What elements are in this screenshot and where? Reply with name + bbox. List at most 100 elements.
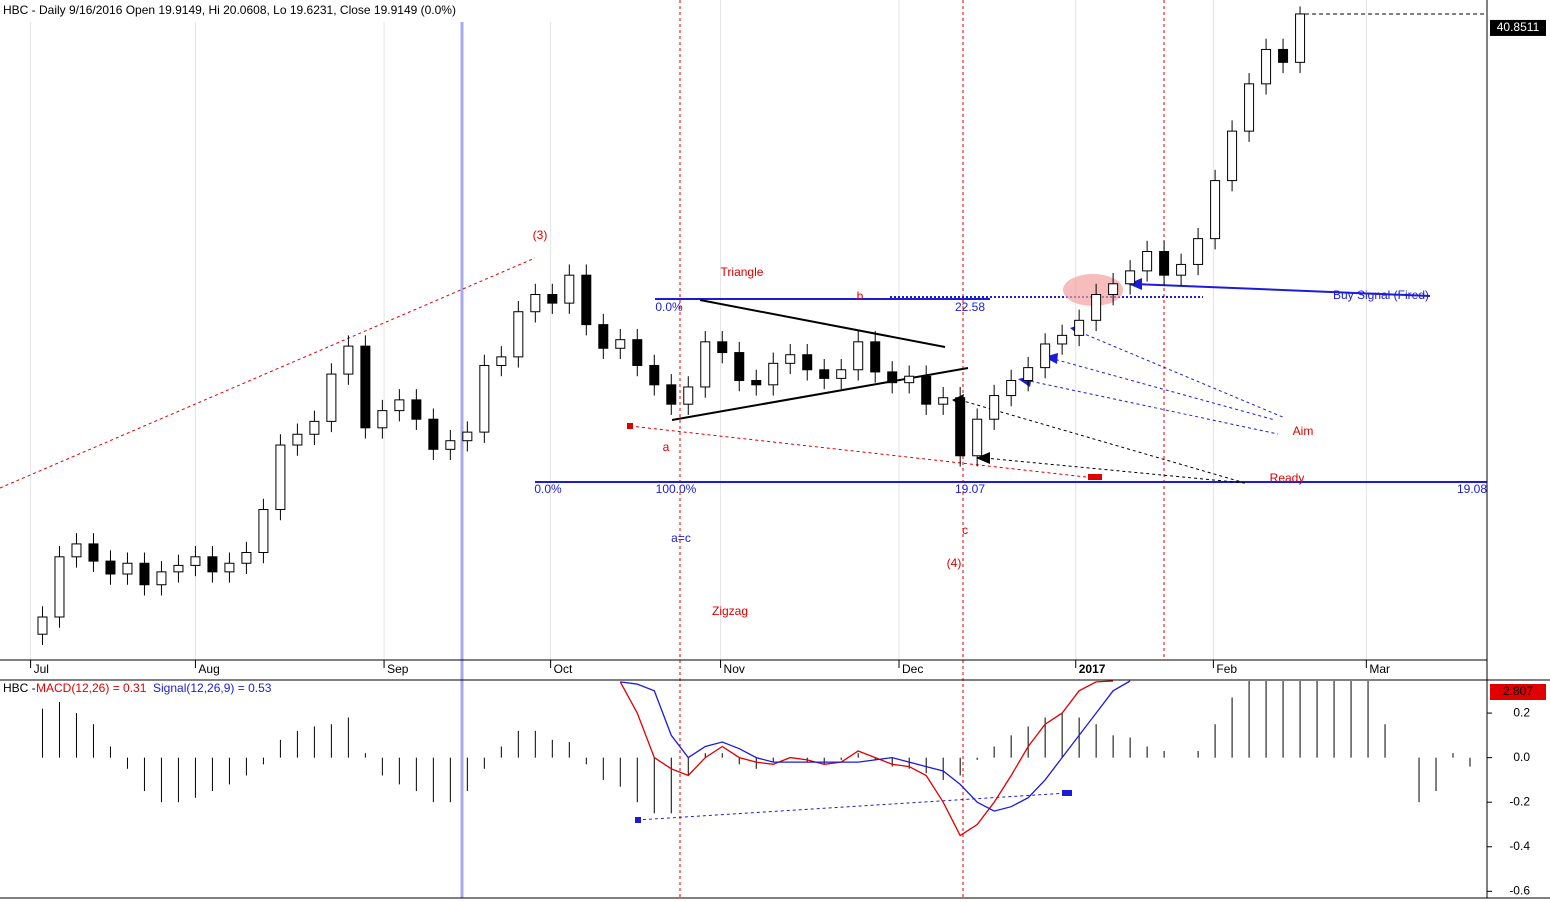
candle-body	[241, 552, 252, 564]
candle-body	[105, 560, 116, 575]
arrow-line	[1134, 283, 1431, 297]
candle-body	[666, 384, 677, 405]
annotation: Buy Signal (Fired)	[1333, 288, 1429, 302]
candle-body	[207, 556, 218, 573]
candle-body	[292, 433, 303, 446]
candle-body	[394, 399, 405, 412]
annotation: a	[663, 440, 670, 454]
candle-body	[428, 418, 439, 450]
candle-body	[513, 311, 524, 358]
legend-entry: Signal(12,26,9) = 0.53	[153, 681, 272, 695]
y-tick-label: -0.4	[1509, 839, 1530, 853]
candle-body	[717, 341, 728, 354]
arrow-line	[984, 457, 1246, 484]
candle-body	[1261, 48, 1272, 85]
candle-body	[224, 562, 235, 573]
candle-body	[496, 356, 507, 366]
candle-body	[972, 418, 983, 457]
candle-body	[649, 364, 660, 386]
arrow-head	[1044, 353, 1058, 364]
candle-body	[1278, 48, 1289, 63]
candle-body	[275, 444, 286, 511]
candle-body	[343, 345, 354, 375]
annotation: 19.08	[1457, 482, 1487, 496]
marker	[1088, 474, 1102, 480]
candle-body	[462, 431, 473, 442]
candle-body	[54, 556, 65, 618]
last-price-label: 40.8511	[1497, 20, 1540, 34]
triangle-line	[699, 299, 946, 348]
annotation: Ready	[1270, 471, 1305, 485]
arrow-line	[959, 399, 1246, 484]
candle-body	[819, 369, 830, 379]
candle-body	[1142, 251, 1153, 272]
candle-body	[1210, 180, 1221, 240]
triangle-line	[671, 367, 969, 421]
x-tick-label: Aug	[198, 662, 219, 676]
candle-body	[989, 395, 1000, 420]
candle-body	[377, 410, 388, 429]
last-price-badge	[1490, 19, 1546, 36]
candle-body	[1057, 334, 1068, 345]
candle-body	[547, 294, 558, 304]
title-bg	[0, 681, 290, 696]
candle-body	[853, 341, 864, 371]
value-badge-label: 2.807	[1503, 684, 1533, 698]
annotation: 0.0%	[655, 300, 683, 314]
candle-body	[1091, 294, 1102, 321]
candle-body	[1040, 343, 1051, 369]
candle-body	[156, 571, 167, 586]
candle-body	[836, 369, 847, 379]
candle-body	[938, 397, 949, 405]
candle-body	[360, 345, 371, 429]
candle-body	[870, 341, 881, 373]
marks	[37, 6, 1487, 837]
arrow-line	[1074, 329, 1286, 419]
annotations: (3) Triangle b 0.0% 22.58 a 0.0% 100.0% …	[533, 228, 1488, 618]
annotation: b	[857, 289, 864, 303]
candle-body	[411, 399, 422, 420]
series-line	[619, 680, 1114, 837]
marker	[627, 423, 633, 429]
x-tick-label: Sep	[387, 662, 409, 676]
panel-title: HBC -	[3, 681, 36, 695]
candle-body	[785, 354, 796, 364]
candle-body	[173, 564, 184, 573]
candle-body	[1176, 263, 1187, 276]
candle-body	[581, 274, 592, 326]
title-bg	[0, 0, 620, 22]
annotation: Triangle	[721, 265, 764, 279]
x-tick-label: Dec	[902, 662, 923, 676]
candle-body	[1227, 130, 1238, 182]
x-tick-label: 2017	[1079, 662, 1106, 676]
value-badge	[1490, 684, 1546, 700]
candle-body	[88, 543, 99, 562]
annotation: (4)	[947, 556, 962, 570]
annotation: 19.07	[955, 482, 985, 496]
candle-body	[190, 556, 201, 566]
candle-body	[768, 362, 779, 386]
annotation: 22.58	[955, 300, 985, 314]
candle-body	[802, 354, 813, 371]
candle-body	[37, 616, 48, 635]
y-tick-label: 0.0	[1513, 750, 1530, 764]
arrow-line	[1049, 357, 1276, 421]
annotation: 100.0%	[656, 482, 697, 496]
x-tick-label: Jul	[34, 662, 49, 676]
candle-body	[1159, 251, 1170, 276]
series-line	[620, 680, 1131, 812]
annotation: Aim	[1293, 424, 1314, 438]
chart-title: HBC - Daily 9/16/2016 Open 19.9149, Hi 2…	[3, 3, 456, 17]
annotation: 0.0%	[534, 482, 562, 496]
annotation: (3)	[533, 228, 548, 242]
annotation: c	[962, 523, 968, 537]
candle-body	[1125, 270, 1136, 285]
candle-body	[683, 386, 694, 405]
candle-body	[479, 364, 490, 433]
candle-body	[632, 339, 643, 366]
highlight	[1063, 274, 1123, 306]
arrow-line	[1024, 379, 1279, 435]
candle-body	[309, 420, 320, 435]
